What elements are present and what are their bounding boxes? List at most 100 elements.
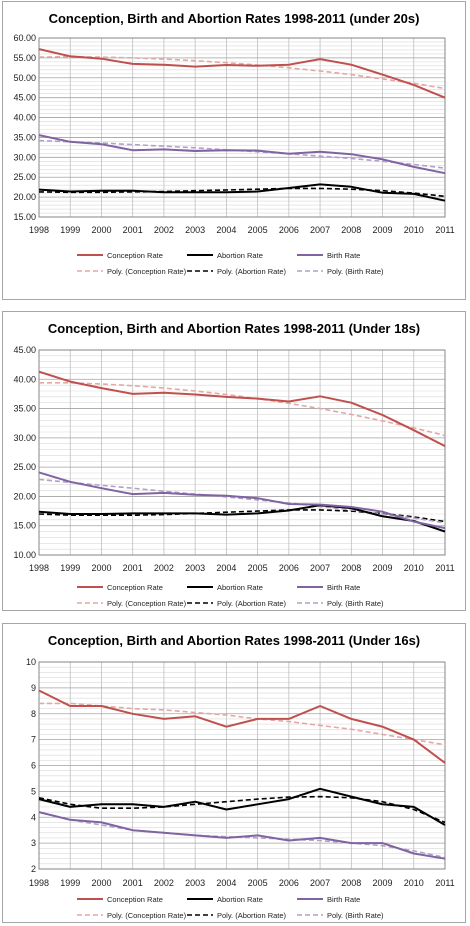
x-tick-label: 2008 <box>341 563 361 573</box>
series-line <box>38 795 446 824</box>
x-tick-label: 2011 <box>435 563 454 573</box>
y-tick-label: 35.00 <box>13 132 36 142</box>
legend-label: Abortion Rate <box>217 583 263 592</box>
x-tick-label: 2004 <box>216 563 236 573</box>
y-tick-label: 5 <box>31 786 36 796</box>
legend-label: Birth Rate <box>327 251 360 260</box>
series-line <box>39 382 446 437</box>
x-tick-label: 2009 <box>373 878 393 888</box>
x-tick-label: 2010 <box>404 878 424 888</box>
y-tick-label: 6 <box>31 761 36 771</box>
x-tick-label: 2009 <box>373 225 393 235</box>
x-tick-label: 1998 <box>29 225 49 235</box>
chart-title: Conception, Birth and Abortion Rates 199… <box>48 11 420 26</box>
y-tick-label: 10.00 <box>13 550 36 560</box>
y-tick-label: 50.00 <box>13 73 36 83</box>
series-line <box>38 471 446 530</box>
legend-label: Abortion Rate <box>217 895 263 904</box>
series-line <box>38 183 446 202</box>
x-tick-label: 2002 <box>154 563 174 573</box>
x-tick-label: 1999 <box>60 878 80 888</box>
legend-label: Poly. (Birth Rate) <box>327 267 384 276</box>
chart-title: Conception, Birth and Abortion Rates 199… <box>47 633 421 648</box>
plot-area-border <box>38 349 446 556</box>
y-tick-label: 10 <box>26 657 36 667</box>
y-tick-label: 2 <box>31 864 36 874</box>
x-tick-label: 2000 <box>91 563 111 573</box>
legend-label: Birth Rate <box>327 583 360 592</box>
y-tick-label: 30.00 <box>13 152 36 162</box>
chart-panel-under-18s: Conception, Birth and Abortion Rates 199… <box>2 311 466 611</box>
x-tick-label: 2010 <box>404 225 424 235</box>
y-tick-label: 30.00 <box>13 433 36 443</box>
x-tick-label: 2004 <box>216 878 236 888</box>
y-tick-label: 9 <box>31 683 36 693</box>
legend-label: Poly. (Conception Rate) <box>107 911 187 920</box>
y-tick-label: 40.00 <box>13 113 36 123</box>
y-tick-label: 8 <box>31 709 36 719</box>
y-tick-label: 20.00 <box>13 192 36 202</box>
x-tick-label: 2005 <box>248 225 268 235</box>
chart-panel-under-16s: Conception, Birth and Abortion Rates 199… <box>2 623 466 923</box>
x-tick-label: 2011 <box>435 878 454 888</box>
y-tick-label: 7 <box>31 735 36 745</box>
y-tick-label: 15.00 <box>13 212 36 222</box>
x-tick-label: 1998 <box>29 878 49 888</box>
legend-label: Poly. (Abortion Rate) <box>217 911 287 920</box>
x-tick-label: 2003 <box>185 878 205 888</box>
legend-label: Conception Rate <box>107 583 163 592</box>
legend-label: Poly. (Conception Rate) <box>107 267 187 276</box>
series-line <box>38 187 446 198</box>
plot-area-border <box>38 661 446 870</box>
legend-label: Birth Rate <box>327 895 360 904</box>
x-tick-label: 2000 <box>91 225 111 235</box>
y-tick-label: 4 <box>31 812 36 822</box>
y-tick-label: 55.00 <box>13 53 36 63</box>
chart-title: Conception, Birth and Abortion Rates 199… <box>47 321 421 336</box>
chart-panel-under-20s: Conception, Birth and Abortion Rates 199… <box>2 1 466 300</box>
series-line <box>38 504 446 533</box>
legend-label: Poly. (Birth Rate) <box>327 599 384 608</box>
x-tick-label: 1999 <box>60 563 80 573</box>
series-line <box>38 689 446 764</box>
x-tick-label: 2010 <box>404 563 424 573</box>
x-tick-label: 2006 <box>279 878 299 888</box>
legend-label: Poly. (Abortion Rate) <box>217 599 287 608</box>
x-tick-label: 2008 <box>341 878 361 888</box>
x-tick-label: 2003 <box>185 225 205 235</box>
legend-label: Poly. (Abortion Rate) <box>217 267 287 276</box>
series-line <box>38 811 446 860</box>
y-tick-label: 20.00 <box>13 491 36 501</box>
x-tick-label: 2007 <box>310 878 330 888</box>
series-line <box>38 55 446 90</box>
x-tick-label: 1999 <box>60 225 80 235</box>
x-tick-label: 2005 <box>248 563 268 573</box>
x-tick-label: 2004 <box>216 225 236 235</box>
x-tick-label: 2007 <box>310 225 330 235</box>
y-tick-label: 15.00 <box>13 521 36 531</box>
x-tick-label: 2006 <box>279 225 299 235</box>
x-tick-label: 2009 <box>373 563 393 573</box>
chart-svg-under-16s: 2 3 4 5 6 7 8 9 10 1998 1999 2000 2001 2002 2003 2004 20… <box>26 657 455 920</box>
series-line <box>38 787 446 826</box>
chart-svg-under-18s: 10.00 15.00 20.00 25.00 30.00 35.00 40.00 45.00… <box>13 345 454 608</box>
plot-area-border <box>38 37 446 218</box>
legend-label: Abortion Rate <box>217 251 263 260</box>
x-tick-label: 1998 <box>29 563 49 573</box>
series-line <box>38 811 446 859</box>
y-tick-label: 25.00 <box>13 462 36 472</box>
y-tick-label: 40.00 <box>13 374 36 384</box>
y-tick-label: 45.00 <box>13 93 36 103</box>
y-tick-label: 60.00 <box>13 33 36 43</box>
y-tick-label: 35.00 <box>13 404 36 414</box>
x-tick-label: 2006 <box>279 563 299 573</box>
x-tick-label: 2000 <box>91 878 111 888</box>
series-line <box>38 48 446 99</box>
y-tick-label: 45.00 <box>13 345 36 355</box>
legend-label: Conception Rate <box>107 895 163 904</box>
x-tick-label: 2008 <box>341 225 361 235</box>
x-tick-label: 2007 <box>310 563 330 573</box>
x-tick-label: 2002 <box>154 225 174 235</box>
x-tick-label: 2001 <box>123 878 143 888</box>
y-tick-label: 25.00 <box>13 172 36 182</box>
